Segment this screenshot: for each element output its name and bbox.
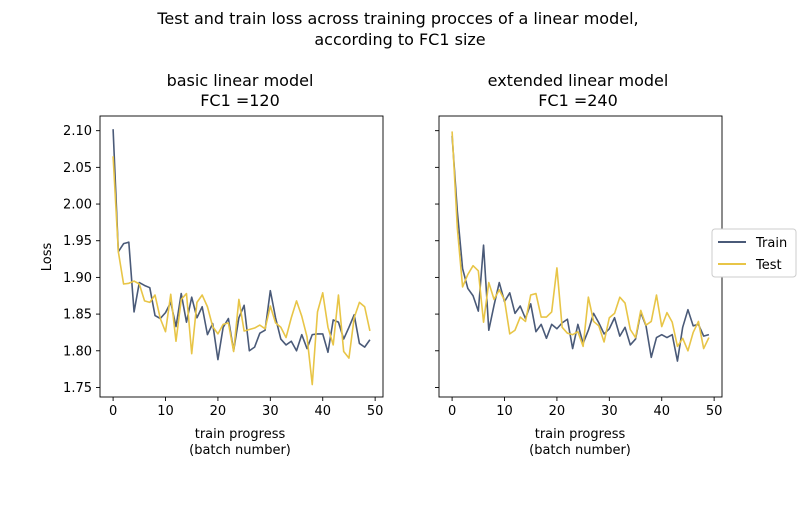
x-axis-label-line2: (batch number): [189, 443, 291, 458]
subplot-basic: basic linear model FC1 =120 0 10 20 30 40 50 1…: [40, 71, 384, 458]
subplot-title-line2: FC1 =120: [200, 91, 280, 110]
plot-lines: [451, 131, 710, 362]
y-tick-label: 1.90: [63, 271, 92, 286]
plot-frame: [99, 115, 384, 398]
series-line-train: [451, 135, 710, 362]
x-axis-label-line2: (batch number): [529, 443, 631, 458]
x-tick-label: 10: [157, 404, 174, 419]
y-tick-label: 1.95: [63, 234, 92, 249]
plot-frame: [438, 115, 723, 398]
x-axis-label-line1: train progress: [535, 427, 626, 442]
subplot-title-line1: basic linear model: [167, 71, 314, 90]
axis-ticks: 0 10 20 30 40 50 1.75 1.80 1.85 1.90 1.95 2.00 2.05 2…: [63, 124, 383, 419]
y-tick-label: 2.10: [63, 124, 92, 139]
series-line-test: [112, 156, 371, 386]
y-tick-label: 1.75: [63, 381, 92, 396]
plot-lines: [112, 129, 371, 386]
y-tick-label: 2.00: [63, 198, 92, 213]
legend-label-test: Test: [755, 258, 782, 273]
x-tick-label: 50: [706, 404, 723, 419]
x-tick-label: 0: [448, 404, 456, 419]
x-tick-label: 20: [549, 404, 566, 419]
series-line-train: [112, 129, 371, 361]
x-tick-label: 40: [314, 404, 331, 419]
subplot-extended: extended linear model FC1 =240 0 10 20 30 40…: [435, 71, 723, 458]
figure-title-line2: according to FC1 size: [314, 30, 485, 49]
y-tick-label: 1.80: [63, 344, 92, 359]
x-tick-label: 10: [496, 404, 513, 419]
subplot-title-line2: FC1 =240: [538, 91, 618, 110]
legend: Train Test: [711, 228, 797, 278]
y-axis-label: Loss: [40, 243, 55, 272]
subplot-title-line1: extended linear model: [488, 71, 669, 90]
x-tick-label: 40: [653, 404, 670, 419]
x-tick-label: 20: [210, 404, 227, 419]
y-tick-label: 2.05: [63, 161, 92, 176]
x-tick-label: 30: [262, 404, 279, 419]
legend-label-train: Train: [755, 236, 787, 251]
x-axis-label-line1: train progress: [195, 427, 286, 442]
x-tick-label: 50: [367, 404, 384, 419]
axis-ticks: 0 10 20 30 40 50: [435, 130, 723, 419]
y-tick-label: 1.85: [63, 308, 92, 323]
x-tick-label: 30: [601, 404, 618, 419]
series-line-test: [451, 131, 710, 352]
figure-title-line1: Test and train loss across training proc…: [156, 9, 638, 28]
x-tick-label: 0: [109, 404, 117, 419]
